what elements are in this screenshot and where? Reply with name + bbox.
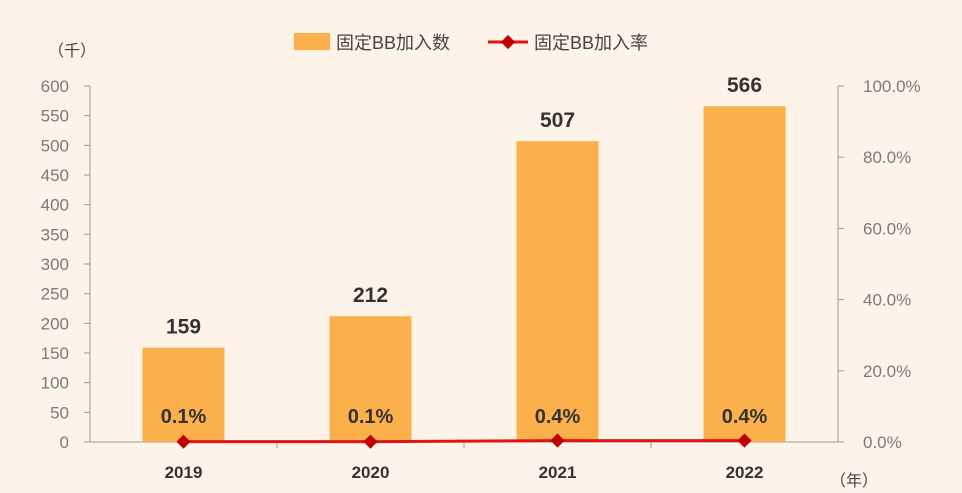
left-tick-label: 450 bbox=[41, 166, 69, 185]
bar bbox=[329, 316, 412, 442]
bar-value-label: 507 bbox=[540, 109, 575, 132]
left-tick-label: 50 bbox=[50, 403, 69, 422]
legend-swatch-bar bbox=[294, 33, 330, 50]
rate-value-label: 0.1% bbox=[348, 406, 394, 428]
rate-value-label: 0.1% bbox=[161, 406, 207, 428]
rate-value-label: 0.4% bbox=[722, 406, 768, 428]
left-tick-label: 300 bbox=[41, 255, 69, 274]
rate-marker bbox=[737, 433, 752, 448]
right-tick-label: 100.0% bbox=[863, 77, 921, 96]
rate-marker bbox=[550, 433, 565, 448]
bar bbox=[516, 141, 599, 442]
left-tick-label: 150 bbox=[41, 344, 69, 363]
left-tick-label: 0 bbox=[60, 433, 69, 452]
left-tick-label: 500 bbox=[41, 136, 69, 155]
right-tick-label: 60.0% bbox=[863, 219, 911, 238]
right-tick-label: 80.0% bbox=[863, 148, 911, 167]
rate-line bbox=[176, 433, 752, 449]
legend-label-bar: 固定BB加入数 bbox=[336, 33, 450, 53]
x-tick-label: 2019 bbox=[165, 463, 203, 482]
right-tick-label: 20.0% bbox=[863, 362, 911, 381]
left-tick-label: 600 bbox=[41, 77, 69, 96]
legend: 固定BB加入数 固定BB加入率 bbox=[294, 33, 648, 53]
axes: 0 50 100 150 200 250 300 350 400 450 500 550 600 0.0%… bbox=[41, 77, 921, 482]
rate-marker bbox=[176, 434, 191, 449]
rate-series-line bbox=[183, 439, 745, 444]
left-axis-unit: （千） bbox=[48, 42, 96, 60]
legend-swatch-marker bbox=[500, 34, 516, 50]
bar-value-label: 212 bbox=[353, 284, 388, 307]
rate-marker bbox=[363, 434, 378, 449]
legend-label-line: 固定BB加入率 bbox=[534, 33, 648, 53]
bars bbox=[142, 106, 786, 442]
x-tick-label: 2021 bbox=[539, 463, 577, 482]
bar bbox=[703, 106, 786, 442]
x-axis-unit: （年） bbox=[830, 472, 878, 490]
rate-value-label: 0.4% bbox=[535, 406, 581, 428]
left-tick-label: 400 bbox=[41, 196, 69, 215]
bar-value-label: 566 bbox=[727, 74, 762, 97]
left-tick-label: 200 bbox=[41, 314, 69, 333]
left-tick-label: 550 bbox=[41, 107, 69, 126]
left-tick-label: 350 bbox=[41, 225, 69, 244]
data-labels: 159 212 507 566 0.1% 0.1% 0.4% 0.4% bbox=[161, 74, 768, 428]
right-tick-label: 0.0% bbox=[863, 433, 902, 452]
x-tick-label: 2020 bbox=[352, 463, 390, 482]
right-tick-label: 40.0% bbox=[863, 291, 911, 310]
bar bbox=[142, 347, 225, 442]
x-tick-label: 2022 bbox=[726, 463, 764, 482]
bar-value-label: 159 bbox=[166, 316, 201, 339]
left-tick-label: 100 bbox=[41, 374, 69, 393]
left-tick-label: 250 bbox=[41, 285, 69, 304]
